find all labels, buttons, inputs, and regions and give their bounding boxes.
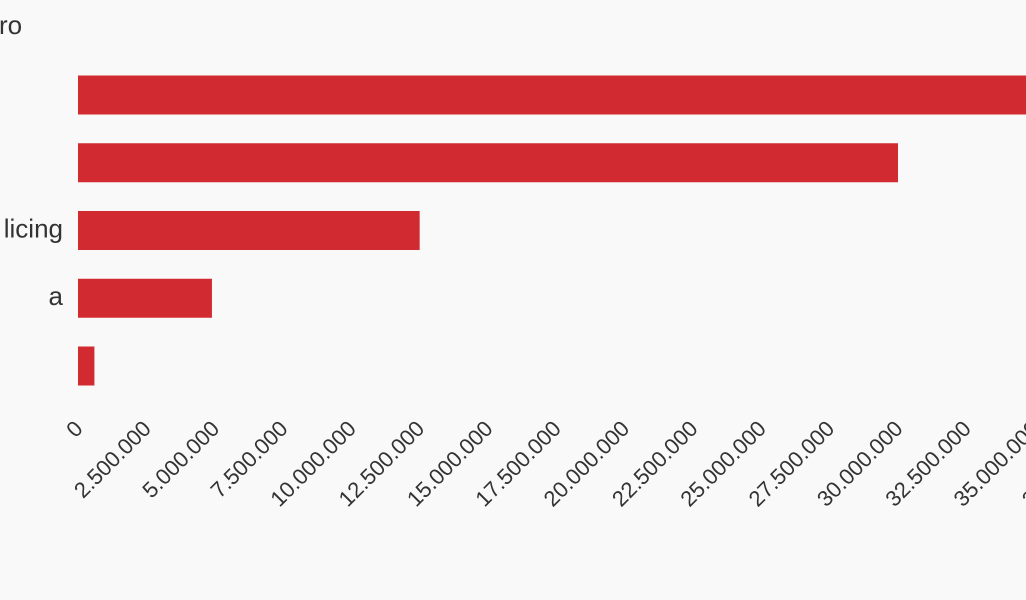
- bar: [78, 143, 898, 183]
- bar: [78, 346, 95, 386]
- chart-title: ro: [0, 10, 22, 40]
- bar: [78, 211, 420, 250]
- bar: [78, 278, 212, 318]
- bar: [78, 75, 1026, 115]
- y-tick-label: licing: [4, 213, 63, 243]
- x-tick-label: 0: [61, 416, 87, 442]
- y-tick-label: a: [49, 281, 64, 311]
